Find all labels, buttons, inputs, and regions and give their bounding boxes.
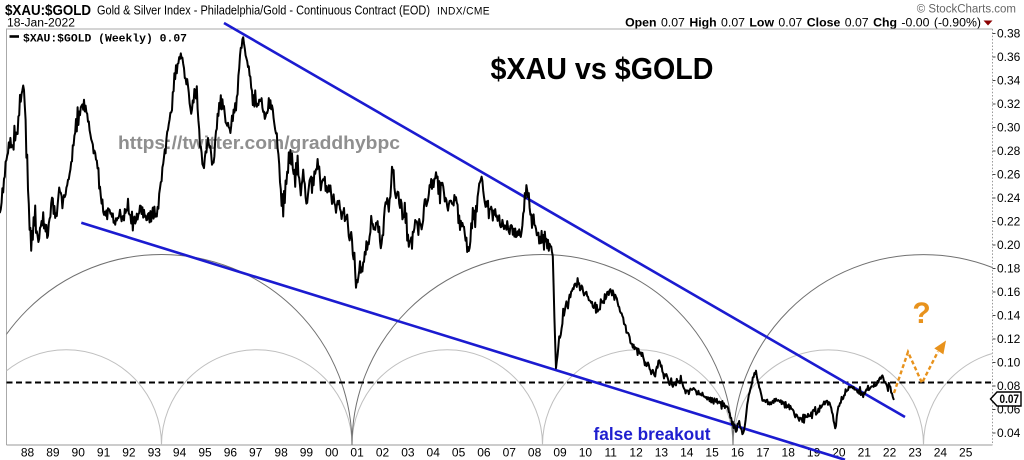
svg-text:96: 96	[224, 446, 238, 460]
svg-text:08: 08	[528, 446, 542, 460]
svg-text:90: 90	[72, 446, 86, 460]
svg-text:13: 13	[655, 446, 669, 460]
svg-text:0.32: 0.32	[997, 97, 1021, 111]
svg-text:0.28: 0.28	[997, 144, 1021, 158]
svg-text:https://twitter.com/graddhybpc: https://twitter.com/graddhybpc	[118, 132, 400, 153]
svg-text:0.36: 0.36	[997, 50, 1021, 64]
svg-text:06: 06	[477, 446, 491, 460]
svg-text:15: 15	[705, 446, 719, 460]
svg-text:0.12: 0.12	[997, 332, 1021, 346]
svg-text:01: 01	[350, 446, 364, 460]
svg-text:12: 12	[629, 446, 643, 460]
svg-text:false breakout: false breakout	[594, 424, 711, 444]
svg-text:0.24: 0.24	[997, 191, 1021, 205]
svg-text:0.04: 0.04	[997, 426, 1021, 440]
svg-text:05: 05	[452, 446, 466, 460]
svg-text:21: 21	[858, 446, 872, 460]
svg-text:25: 25	[959, 446, 973, 460]
svg-text:00: 00	[325, 446, 339, 460]
svg-text:$XAU:$GOLD: $XAU:$GOLD	[5, 2, 91, 19]
svg-text:18-Jan-2022: 18-Jan-2022	[7, 18, 75, 30]
svg-text:89: 89	[46, 446, 60, 460]
svg-text:14: 14	[680, 446, 694, 460]
svg-text:17: 17	[756, 446, 770, 460]
svg-text:0.18: 0.18	[997, 262, 1021, 276]
svg-text:0.26: 0.26	[997, 168, 1021, 182]
svg-text:11: 11	[604, 446, 617, 460]
svg-text:0.10: 0.10	[997, 356, 1021, 370]
svg-text:16: 16	[731, 446, 745, 460]
svg-text:03: 03	[401, 446, 415, 460]
svg-text:22: 22	[883, 446, 897, 460]
svg-text:88: 88	[21, 446, 35, 460]
svg-text:$XAU:$GOLD (Weekly) 0.07: $XAU:$GOLD (Weekly) 0.07	[23, 34, 187, 46]
svg-text:10: 10	[579, 446, 593, 460]
svg-text:Open 0.07 High 0.07 Low 0.07 C: Open 0.07 High 0.07 Low 0.07 Close 0.07 …	[625, 16, 981, 30]
svg-text:92: 92	[122, 446, 136, 460]
svg-text:95: 95	[198, 446, 212, 460]
svg-text:07: 07	[503, 446, 517, 460]
svg-text:?: ?	[912, 297, 930, 330]
svg-text:93: 93	[148, 446, 162, 460]
svg-text:04: 04	[427, 446, 441, 460]
svg-text:99: 99	[300, 446, 314, 460]
svg-text:02: 02	[376, 446, 390, 460]
svg-text:24: 24	[934, 446, 948, 460]
svg-text:0.16: 0.16	[997, 285, 1021, 299]
svg-text:Gold & Silver Index - Philadel: Gold & Silver Index - Philadelphia/Gold …	[97, 4, 430, 18]
svg-text:© StockCharts.com: © StockCharts.com	[917, 4, 1016, 16]
svg-text:0.34: 0.34	[997, 74, 1021, 88]
svg-text:98: 98	[274, 446, 288, 460]
svg-text:18: 18	[782, 446, 796, 460]
svg-text:0.20: 0.20	[997, 238, 1021, 252]
svg-text:0.22: 0.22	[997, 215, 1021, 229]
svg-text:23: 23	[908, 446, 922, 460]
svg-text:94: 94	[173, 446, 187, 460]
svg-text:0.38: 0.38	[997, 27, 1021, 41]
svg-text:09: 09	[553, 446, 567, 460]
svg-text:$XAU vs $GOLD: $XAU vs $GOLD	[491, 51, 714, 86]
svg-text:91: 91	[97, 446, 111, 460]
svg-text:97: 97	[249, 446, 263, 460]
svg-text:0.30: 0.30	[997, 121, 1021, 135]
svg-text:INDX/CME: INDX/CME	[437, 6, 490, 18]
svg-text:0.08: 0.08	[997, 379, 1021, 393]
svg-text:0.14: 0.14	[997, 309, 1021, 323]
svg-text:0.07: 0.07	[1000, 394, 1020, 406]
